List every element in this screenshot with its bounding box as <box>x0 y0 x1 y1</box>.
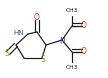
Text: CH3: CH3 <box>66 8 78 13</box>
Text: N: N <box>59 38 65 46</box>
Text: CH3: CH3 <box>66 65 78 70</box>
Text: O: O <box>81 48 87 56</box>
Text: S: S <box>41 56 45 65</box>
Text: HN: HN <box>14 30 24 36</box>
Text: O: O <box>34 12 40 22</box>
Text: O: O <box>81 22 87 30</box>
Text: S: S <box>5 49 9 57</box>
